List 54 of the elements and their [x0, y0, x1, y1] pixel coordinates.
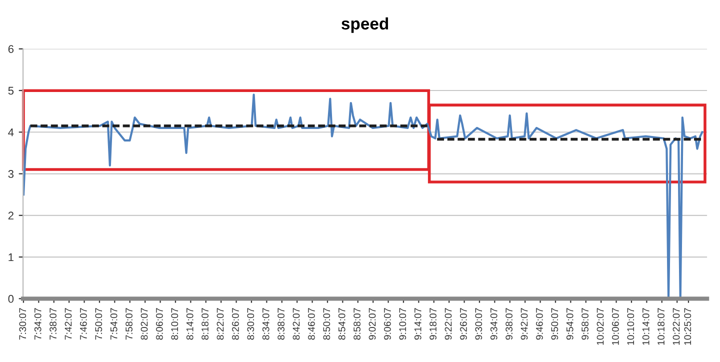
- x-tick-label: 8:18:07: [202, 308, 208, 340]
- y-tick-label: 4: [8, 128, 14, 136]
- x-tick-label: 10:14:07: [642, 308, 650, 345]
- x-tick-label: 10:02:07: [596, 308, 604, 345]
- x-tick-label: 8:42:07: [292, 308, 300, 340]
- x-tick-label: 9:54:07: [566, 308, 574, 340]
- y-tick-label: 2: [8, 212, 14, 220]
- x-tick-label: 10:06:07: [612, 308, 619, 345]
- x-tick-label: 10:22:07: [672, 308, 680, 345]
- x-tick-label: 7:58:07: [126, 308, 132, 340]
- x-tick-label: 9:46:07: [536, 308, 543, 340]
- x-tick-label: 10:18:07: [658, 308, 664, 345]
- x-tick-label: 7:34:07: [34, 308, 42, 340]
- x-tick-label: 10:25:07: [684, 308, 692, 345]
- x-tick-label: 9:38:07: [506, 308, 512, 340]
- y-tick-label: 1: [8, 253, 14, 262]
- x-tick-label: 9:42:07: [520, 308, 528, 340]
- y-tick-label: 0: [8, 294, 14, 303]
- x-tick-label: 10:10:07: [627, 308, 634, 345]
- x-tick-label: 8:14:07: [186, 308, 194, 340]
- x-tick-label: 8:06:07: [156, 308, 163, 340]
- x-tick-label: 9:26:07: [460, 308, 467, 340]
- x-tick-label: 7:30:07: [19, 308, 26, 340]
- x-tick-label: 8:54:07: [338, 308, 346, 340]
- y-tick-label: 3: [8, 170, 14, 178]
- x-tick-label: 8:30:07: [247, 308, 254, 340]
- x-tick-label: 9:18:07: [430, 308, 436, 340]
- x-tick-label: 8:46:07: [308, 308, 315, 340]
- y-tick-label: 6: [8, 45, 14, 54]
- x-tick-label: 8:38:07: [278, 308, 284, 340]
- x-tick-label: 8:02:07: [140, 308, 148, 340]
- x-tick-label: 8:26:07: [232, 308, 239, 340]
- x-tick-label: 9:06:07: [384, 308, 391, 340]
- x-tick-label: 7:50:07: [95, 308, 102, 340]
- x-tick-label: 8:10:07: [171, 308, 178, 340]
- x-tick-label: 9:22:07: [444, 308, 452, 340]
- x-tick-label: 9:58:07: [582, 308, 588, 340]
- x-tick-label: 7:54:07: [110, 308, 118, 340]
- x-tick-label: 8:58:07: [354, 308, 360, 340]
- x-tick-label: 8:50:07: [323, 308, 330, 340]
- x-tick-label: 9:14:07: [414, 308, 422, 340]
- x-tick-label: 9:34:07: [490, 308, 498, 340]
- x-tick-label: 7:38:07: [50, 308, 56, 340]
- x-tick-label: 7:46:07: [80, 308, 87, 340]
- y-tick-label: 5: [8, 86, 14, 95]
- x-tick-label: 8:34:07: [262, 308, 270, 340]
- x-tick-label: 8:22:07: [216, 308, 224, 340]
- line-series: [23, 94, 704, 299]
- x-tick-label: 7:42:07: [64, 308, 72, 340]
- x-tick-label: 9:02:07: [368, 308, 376, 340]
- x-tick-label: 9:30:07: [475, 308, 482, 340]
- chart-title: speed: [342, 17, 388, 33]
- x-tick-label: 9:50:07: [551, 308, 558, 340]
- x-tick-label: 9:10:07: [399, 308, 406, 340]
